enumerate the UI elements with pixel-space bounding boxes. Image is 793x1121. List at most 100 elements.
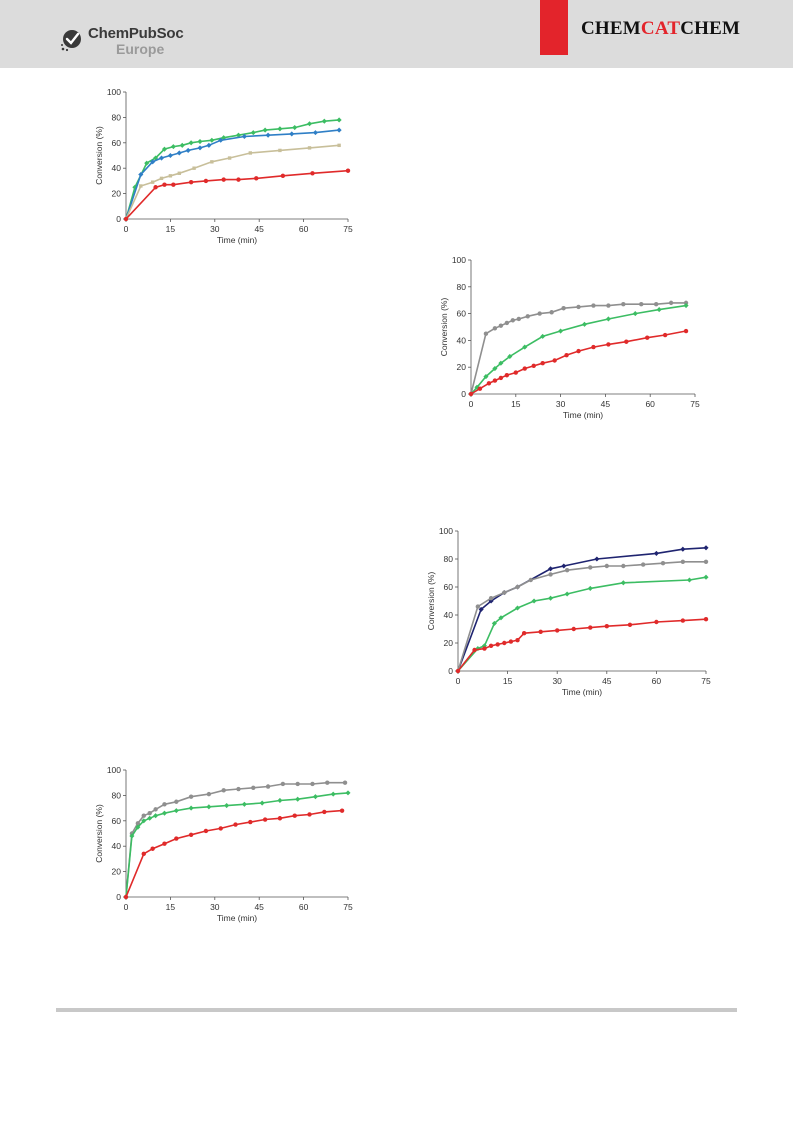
- x-tick-label: 75: [343, 224, 353, 234]
- data-point: [337, 143, 341, 148]
- data-point: [558, 328, 564, 334]
- data-point: [552, 358, 557, 363]
- data-point: [159, 176, 164, 181]
- y-tick-label: 40: [457, 335, 467, 345]
- data-point: [483, 331, 489, 336]
- data-point: [515, 584, 520, 590]
- conversion-chart-1: 0 20 40 60 80 100 0 15 30 45 60 75 Time (min) Convers…: [94, 87, 353, 245]
- data-point: [564, 591, 570, 597]
- series-line-1: [125, 792, 349, 898]
- data-point: [224, 803, 230, 809]
- data-point: [177, 171, 181, 175]
- data-point: [488, 643, 494, 648]
- data-point: [147, 815, 153, 821]
- data-point: [486, 381, 492, 386]
- data-point: [123, 894, 129, 900]
- data-point: [141, 813, 146, 818]
- data-point: [251, 785, 256, 790]
- data-point: [587, 585, 593, 591]
- x-tick-label: 60: [299, 902, 309, 912]
- publisher-region: Europe: [116, 41, 165, 57]
- x-tick-label: 15: [511, 399, 521, 409]
- data-point: [170, 144, 176, 150]
- data-point: [262, 127, 268, 133]
- data-point: [498, 375, 504, 381]
- data-point: [321, 118, 327, 124]
- data-point: [233, 822, 238, 827]
- data-point: [345, 790, 351, 796]
- series-line-0: [125, 781, 345, 898]
- x-tick-label: 15: [503, 676, 513, 686]
- x-tick-label: 60: [652, 676, 662, 686]
- data-point: [250, 130, 256, 136]
- y-tick-label: 60: [457, 309, 467, 319]
- y-tick-label: 40: [112, 841, 122, 851]
- data-point: [192, 166, 196, 170]
- data-point: [147, 810, 152, 816]
- data-point: [150, 180, 155, 184]
- data-point: [561, 563, 567, 569]
- data-point: [161, 810, 168, 816]
- y-tick-label: 20: [444, 638, 454, 648]
- x-tick-label: 30: [556, 399, 566, 409]
- data-point: [502, 590, 507, 595]
- conversion-chart-3: 0 20 40 60 80 100 0 15 30 45 60 75 Time (min) Convers…: [426, 526, 711, 697]
- data-point: [210, 160, 214, 164]
- data-point: [528, 577, 533, 583]
- data-point: [656, 307, 662, 313]
- data-point: [555, 628, 560, 633]
- data-point: [278, 148, 282, 153]
- x-tick-label: 30: [552, 676, 562, 686]
- data-point: [310, 171, 315, 176]
- data-point: [522, 366, 527, 371]
- data-point: [168, 174, 173, 178]
- data-point: [468, 391, 474, 397]
- x-tick-label: 0: [456, 676, 461, 686]
- data-point: [171, 182, 176, 187]
- data-point: [680, 546, 686, 552]
- y-tick-label: 80: [457, 282, 467, 292]
- data-point: [236, 786, 241, 792]
- data-point: [549, 310, 554, 315]
- data-point: [135, 821, 141, 826]
- data-point: [209, 137, 215, 143]
- data-point: [218, 826, 223, 831]
- y-tick-label: 40: [444, 610, 454, 620]
- data-point: [581, 321, 588, 327]
- data-point: [703, 574, 709, 580]
- data-point: [653, 302, 659, 307]
- data-point: [653, 550, 659, 556]
- data-point: [197, 145, 203, 151]
- data-point: [654, 619, 659, 625]
- y-tick-label: 60: [112, 138, 122, 148]
- data-point: [472, 647, 477, 653]
- data-point: [161, 146, 168, 152]
- data-point: [680, 618, 686, 623]
- series-line-1: [457, 560, 706, 672]
- data-point: [514, 605, 521, 611]
- conversion-chart-2: 0 20 40 60 80 100 0 15 30 45 60 75 Time (min) Convers…: [439, 255, 700, 420]
- data-point: [703, 545, 709, 551]
- x-axis-label: Time (min): [563, 410, 603, 420]
- data-point: [455, 668, 461, 674]
- x-tick-label: 45: [254, 902, 264, 912]
- data-point: [513, 370, 518, 375]
- data-point: [495, 642, 500, 647]
- data-point: [277, 816, 283, 821]
- data-point: [265, 784, 271, 789]
- x-tick-label: 75: [343, 902, 353, 912]
- data-point: [621, 563, 626, 569]
- x-tick-label: 0: [469, 399, 474, 409]
- data-point: [173, 808, 179, 814]
- y-tick-label: 60: [112, 816, 122, 826]
- data-point: [277, 797, 283, 804]
- data-point: [336, 127, 342, 133]
- data-point: [206, 804, 212, 810]
- data-point: [221, 177, 226, 182]
- x-tick-label: 0: [124, 902, 129, 912]
- data-point: [588, 565, 593, 570]
- data-point: [162, 802, 167, 807]
- data-point: [188, 140, 194, 146]
- data-point: [564, 352, 569, 358]
- y-tick-label: 20: [112, 867, 122, 877]
